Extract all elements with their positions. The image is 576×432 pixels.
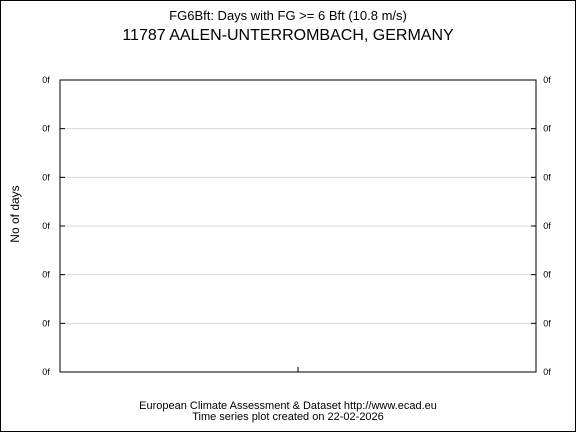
chart-subtitle: FG6Bft: Days with FG >= 6 Bft (10.8 m/s) [169, 8, 407, 23]
tick-marks [60, 79, 536, 373]
tick-labels: 0f 0f 0f 0f 0f 0f 0f 0f 0f 0f 0f 0f 0f 0f [42, 75, 551, 377]
grid-lines [60, 128, 536, 324]
y-tick-label-left: 0f [42, 75, 50, 85]
y-tick-label-left: 0f [42, 270, 50, 280]
y-tick-label-left: 0f [42, 221, 50, 231]
y-tick-label-right: 0f [543, 75, 551, 85]
y-tick-label-right: 0f [543, 367, 551, 377]
y-tick-label-right: 0f [543, 318, 551, 328]
y-tick-label-right: 0f [543, 221, 551, 231]
y-tick-label-left: 0f [42, 367, 50, 377]
y-tick-label-right: 0f [543, 124, 551, 134]
footer-source: European Climate Assessment & Dataset ht… [139, 400, 437, 412]
y-tick-label-right: 0f [543, 172, 551, 182]
footer-created: Time series plot created on 22-02-2026 [192, 411, 384, 423]
chart-title: 11787 AALEN-UNTERROMBACH, GERMANY [122, 27, 454, 44]
y-tick-label-right: 0f [543, 270, 551, 280]
y-tick-label-left: 0f [42, 172, 50, 182]
y-tick-label-left: 0f [42, 124, 50, 134]
y-tick-label-left: 0f [42, 318, 50, 328]
